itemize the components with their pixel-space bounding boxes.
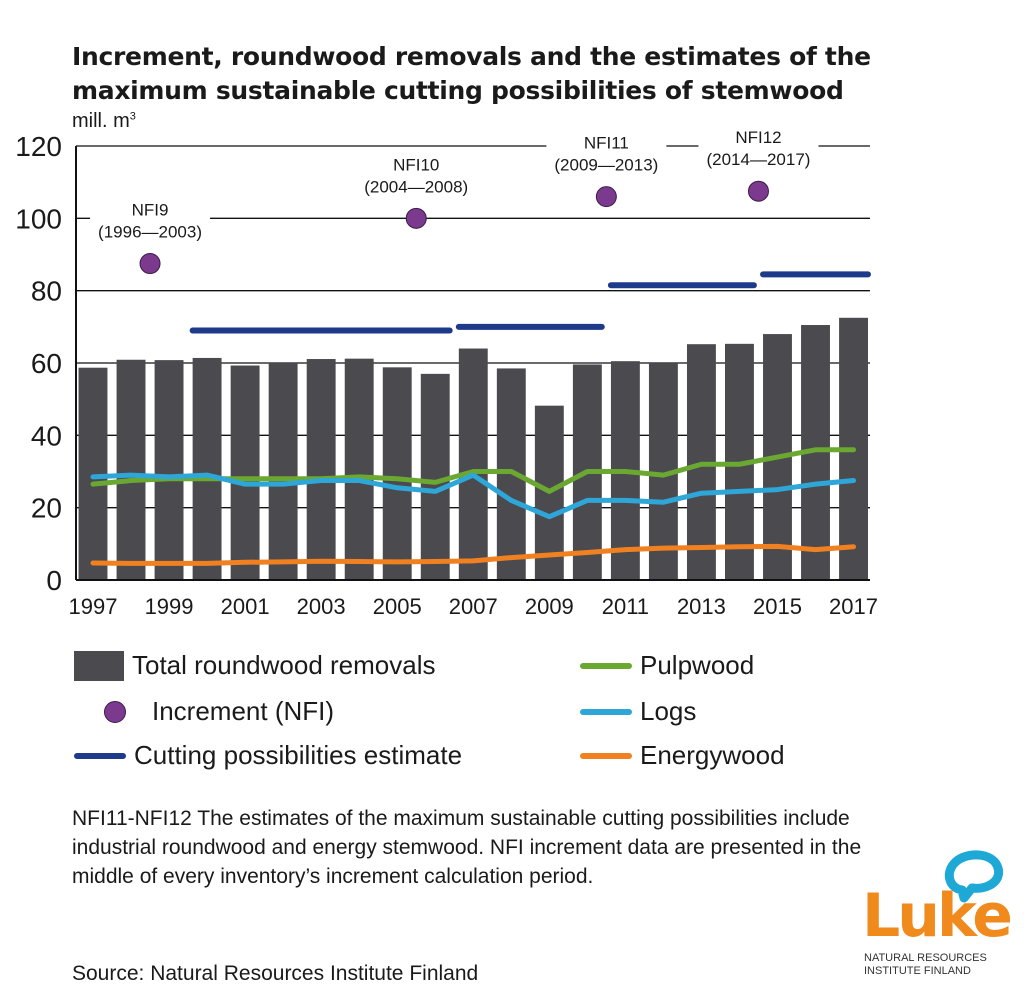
bar xyxy=(154,360,184,580)
luke-logo: Luke NATURAL RESOURCES INSTITUTE FINLAND xyxy=(860,848,1013,988)
y-tick-label: 40 xyxy=(31,420,62,451)
source-text: Source: Natural Resources Institute Finl… xyxy=(72,962,479,985)
chart-title: Increment, roundwood removals and the es… xyxy=(72,42,871,105)
chart-plot: 0 20 40 60 80 100 120 NFI9 (1996—2003) NFI10 (2004… xyxy=(15,125,879,619)
legend-logs-swatch xyxy=(580,708,632,715)
logo-wordmark: Luke xyxy=(862,881,1013,951)
x-tick-label: 2013 xyxy=(677,594,726,619)
bar xyxy=(268,362,298,580)
y-tick-label: 60 xyxy=(31,348,62,379)
bar xyxy=(306,359,336,580)
legend-segments-label: Cutting possibilities estimate xyxy=(134,740,463,770)
series-line-energywood xyxy=(90,543,857,566)
point-label-period: (1996—2003) xyxy=(98,223,202,242)
legend-segments: Cutting possibilities estimate xyxy=(74,740,462,771)
point-label-period: (2004—2008) xyxy=(364,177,468,196)
legend-dot-swatch xyxy=(104,700,126,723)
increment-point xyxy=(747,180,769,202)
legend-energywood: Energywood xyxy=(580,740,785,771)
legend-pulpwood-swatch xyxy=(580,662,632,669)
y-axis-unit: mill. m3 xyxy=(72,110,136,132)
bar xyxy=(382,367,412,580)
x-tick-label: 2003 xyxy=(297,594,346,619)
increment-point xyxy=(405,207,427,229)
x-tick-label: 2009 xyxy=(525,594,574,619)
bar xyxy=(420,373,450,580)
point-label-name: NFI10 xyxy=(393,155,439,174)
x-tick-label: 2001 xyxy=(221,594,270,619)
increment-point xyxy=(139,253,161,275)
y-tick-label: 0 xyxy=(46,565,62,596)
bar xyxy=(344,358,374,580)
legend-pulpwood: Pulpwood xyxy=(580,650,754,681)
x-tick-label: 2011 xyxy=(602,594,649,619)
legend-logs-label: Logs xyxy=(640,696,697,726)
point-label-backing xyxy=(90,197,211,244)
bar xyxy=(458,348,488,580)
x-tick-label: 1999 xyxy=(145,594,194,619)
logo-subtitle: NATURAL RESOURCES INSTITUTE FINLAND xyxy=(864,952,987,977)
footnote: NFI11-NFI12 The estimates of the maximum… xyxy=(72,807,862,888)
legend-bar-swatch xyxy=(74,650,124,681)
point-label-period: (2014—2017) xyxy=(706,150,810,169)
point-label-backing xyxy=(546,130,667,177)
x-tick-label: 2007 xyxy=(449,594,498,619)
x-tick-label: 2017 xyxy=(829,594,878,619)
bar xyxy=(78,367,108,580)
legend-segment-swatch xyxy=(74,752,126,759)
point-label-name: NFI9 xyxy=(132,201,169,220)
point-label-name: NFI12 xyxy=(735,128,781,147)
point-label-backing xyxy=(698,125,819,172)
point-label-backing xyxy=(356,152,477,199)
x-tick-label: 2015 xyxy=(753,594,802,619)
y-tick-label: 100 xyxy=(15,203,62,234)
point-label-name: NFI11 xyxy=(584,134,629,153)
y-tick-label: 120 xyxy=(15,131,62,162)
legend-points-label: Increment (NFI) xyxy=(152,696,335,726)
bar xyxy=(230,365,260,580)
legend-energywood-label: Energywood xyxy=(640,740,785,770)
speech-bubble-icon xyxy=(944,850,1004,903)
increment-point xyxy=(595,186,617,208)
y-tick-label: 20 xyxy=(31,493,62,524)
legend-bars-label: Total roundwood removals xyxy=(132,650,436,680)
x-tick-label: 1997 xyxy=(69,594,118,619)
x-tick-label: 2005 xyxy=(373,594,422,619)
bar xyxy=(192,357,222,580)
legend-pulpwood-label: Pulpwood xyxy=(640,650,755,680)
bar xyxy=(116,359,146,580)
legend-energywood-swatch xyxy=(580,752,632,759)
series-line-logs xyxy=(90,472,857,520)
point-label-period: (2009—2013) xyxy=(554,156,658,175)
legend-logs: Logs xyxy=(580,696,696,727)
legend-points: Increment (NFI) xyxy=(74,696,334,727)
legend-bars: Total roundwood removals xyxy=(74,650,436,681)
y-tick-label: 80 xyxy=(31,276,62,307)
